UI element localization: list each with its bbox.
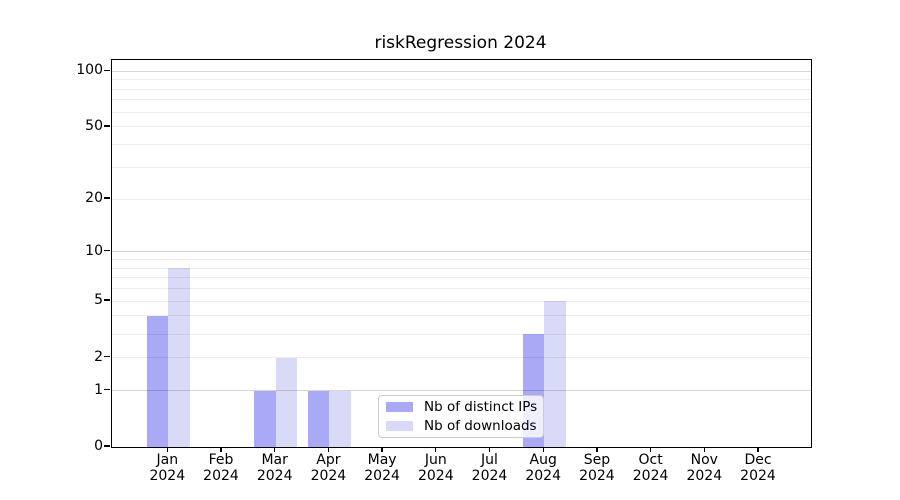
gridline-minor [112, 300, 811, 302]
chart-title: riskRegression 2024 [374, 33, 547, 53]
x-tick [381, 447, 383, 452]
gridline-major [112, 70, 811, 72]
y-tick-label: 10 [85, 242, 103, 259]
x-tick-label: Oct 2024 [632, 452, 669, 484]
x-tick-label: Sep 2024 [579, 452, 615, 484]
x-tick [220, 447, 222, 452]
gridline-minor [112, 315, 811, 317]
x-tick-label: Feb 2024 [203, 452, 239, 484]
y-tick-label: 50 [85, 117, 103, 134]
gridline-major [112, 390, 811, 392]
y-tick [104, 69, 110, 71]
gridline-minor [112, 111, 811, 113]
x-tick [274, 447, 276, 452]
y-tick [104, 125, 110, 127]
x-tick [327, 447, 330, 452]
bar-nb-of-downloads-apr [329, 390, 351, 447]
bar-nb-of-downloads-jan [168, 268, 190, 447]
x-tick-label: May 2024 [364, 452, 400, 484]
bar-nb-of-distinct-ips-mar [254, 390, 276, 447]
gridline-minor [112, 333, 811, 335]
y-tick-label: 2 [94, 348, 103, 365]
x-tick [435, 447, 437, 452]
x-tick [166, 447, 168, 452]
gridline-minor [112, 267, 811, 269]
legend-label-downloads: Nb of downloads [424, 418, 537, 434]
x-tick [542, 447, 544, 452]
y-tick-label: 5 [94, 292, 103, 309]
x-tick-label: Jan 2024 [149, 452, 186, 484]
gridline-minor [112, 126, 811, 128]
gridline-minor [112, 79, 811, 81]
y-tick-label: 0 [94, 438, 103, 454]
gridline-minor [112, 277, 811, 279]
gridline-major [112, 251, 811, 253]
x-tick-label: Nov 2024 [686, 452, 723, 484]
gridline-minor [112, 99, 811, 101]
y-tick [104, 445, 110, 447]
y-tick [104, 197, 110, 199]
gridline-minor [112, 259, 811, 261]
legend: Nb of distinct IPs Nb of downloads [378, 395, 544, 438]
legend-item-distinct-ips: Nb of distinct IPs [386, 399, 538, 415]
x-tick [488, 447, 491, 452]
y-tick [104, 250, 110, 252]
x-tick-label: Jul 2024 [471, 452, 508, 484]
x-tick [649, 447, 652, 452]
x-tick-label: Jun 2024 [417, 452, 454, 484]
y-tick [104, 388, 110, 391]
bar-nb-of-distinct-ips-jan [146, 315, 169, 447]
gridline-minor [112, 198, 811, 200]
gridline-minor [112, 88, 811, 90]
plot-area: Nb of distinct IPs Nb of downloads [111, 59, 812, 448]
x-tick [703, 447, 705, 452]
x-tick-label: Mar 2024 [256, 452, 293, 484]
x-tick-label: Dec 2024 [740, 452, 776, 484]
y-tick-label: 100 [76, 62, 103, 79]
y-tick-label: 1 [94, 381, 103, 398]
grid-layer [112, 60, 811, 447]
y-tick [104, 355, 110, 358]
gridline-minor [112, 166, 811, 168]
y-tick [104, 299, 110, 301]
x-tick-label: Aug 2024 [525, 452, 561, 484]
x-tick [757, 447, 759, 452]
gridline-minor [112, 357, 811, 359]
gridline-minor [112, 144, 811, 146]
y-tick-label: 20 [85, 190, 103, 207]
bars-layer [112, 60, 811, 447]
bar-nb-of-downloads-mar [275, 357, 298, 447]
x-tick [596, 447, 598, 452]
x-tick-label: Apr 2024 [310, 452, 347, 484]
bar-nb-of-distinct-ips-apr [307, 390, 330, 447]
legend-swatch-downloads [386, 421, 413, 431]
gridline-minor [112, 288, 811, 290]
legend-label-distinct-ips: Nb of distinct IPs [424, 399, 538, 415]
legend-swatch-distinct-ips [386, 402, 413, 412]
legend-item-downloads: Nb of downloads [386, 418, 537, 434]
bar-nb-of-downloads-aug [544, 301, 566, 447]
